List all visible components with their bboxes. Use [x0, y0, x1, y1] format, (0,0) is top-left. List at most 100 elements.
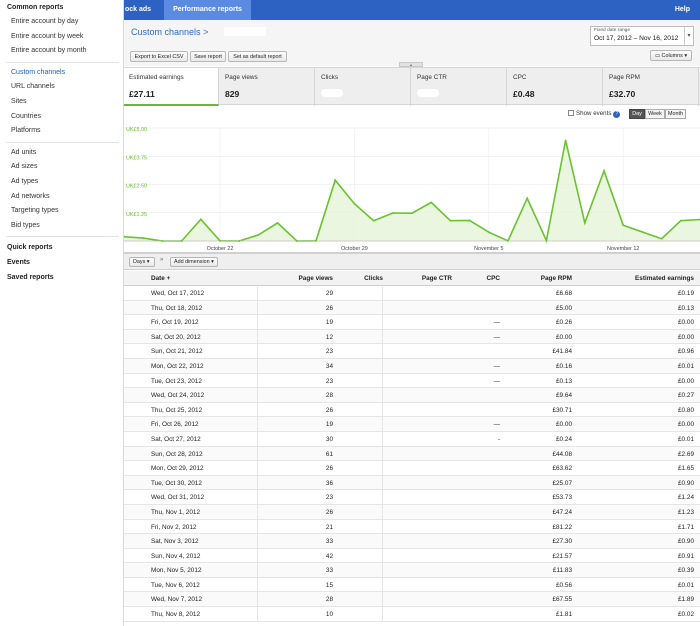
sidebar-item-ad-units[interactable]: Ad units — [11, 148, 37, 156]
help-icon[interactable]: ? — [613, 111, 621, 118]
data-point — [449, 219, 452, 222]
sidebar-item-entire-account-by-day[interactable]: Entire account by day — [11, 18, 79, 25]
sidebar-item-entire-account-by-week[interactable]: Entire account by week — [11, 32, 84, 40]
metric-card-page-views[interactable]: Page views 829 — [220, 68, 315, 106]
earnings-cell: £0.01 — [678, 435, 694, 443]
metric-card-page-rpm[interactable]: Page RPM £32.70 — [604, 68, 699, 106]
col-header-page-views[interactable]: Page views — [298, 275, 333, 282]
page-views-cell: 36 — [325, 479, 333, 487]
sidebar-saved-reports[interactable]: Saved reports — [7, 274, 54, 282]
earnings-cell: £0.00 — [678, 319, 694, 327]
sidebar-item-custom-channels[interactable]: Custom channels — [11, 68, 66, 76]
columns-button[interactable]: ▭ Columns ▾ — [650, 50, 692, 61]
page-rpm-cell: £0.00 — [556, 421, 572, 429]
sidebar-item-platforms[interactable]: Platforms — [11, 127, 41, 135]
column-divider — [257, 344, 258, 358]
page-views-cell: 10 — [325, 611, 333, 619]
column-divider — [257, 475, 258, 490]
export-csv-button[interactable]: Export to Excel CSV — [130, 51, 188, 62]
data-point — [124, 235, 125, 238]
data-point — [660, 237, 663, 240]
y-tick-label: UK£2.50 — [126, 184, 147, 190]
sidebar-item-ad-networks[interactable]: Ad networks — [11, 192, 50, 200]
cpc-cell: — — [493, 362, 500, 370]
column-divider — [382, 388, 383, 402]
sidebar-item-targeting-types[interactable]: Targeting types — [11, 207, 59, 215]
page-rpm-cell: £6.68 — [556, 290, 572, 297]
page-views-cell: 23 — [325, 348, 333, 356]
days-dropdown[interactable]: Days ▾ — [129, 257, 155, 267]
page-views-cell: 12 — [325, 333, 333, 341]
help-link[interactable]: Help — [674, 6, 690, 13]
show-events-toggle[interactable]: Show events? — [568, 110, 621, 118]
date-cell: Thu, Oct 18, 2012 — [151, 304, 203, 312]
add-dimension-dropdown[interactable]: Add dimension ▾ — [170, 257, 218, 267]
sidebar-section-common[interactable]: Common reports — [7, 4, 64, 11]
table-row: Thu, Oct 25, 2012 26 £30.71 £0.80 — [124, 402, 700, 418]
data-point — [545, 239, 548, 242]
data-point — [622, 224, 625, 227]
sidebar-quick-reports[interactable]: Quick reports — [7, 244, 53, 252]
granularity-week-button[interactable]: Week — [645, 109, 665, 119]
table-row: Sun, Nov 4, 2012 42 £21.57 £0.91 — [124, 548, 700, 564]
earnings-cell: £0.00 — [678, 377, 694, 385]
page-views-cell: 15 — [325, 581, 333, 589]
page-rpm-cell: £0.56 — [556, 581, 572, 589]
page-rpm-cell: £0.26 — [556, 319, 572, 327]
save-report-button[interactable]: Save report — [190, 51, 226, 62]
metric-card-cpc[interactable]: CPC £0.48 — [508, 68, 603, 106]
page-rpm-cell: £1.81 — [556, 611, 572, 619]
sidebar-item-countries[interactable]: Countries — [11, 112, 41, 120]
chevron-down-icon: ▾ — [209, 259, 214, 265]
col-header-page-rpm[interactable]: Page RPM — [540, 275, 572, 282]
earnings-cell: £1.24 — [678, 494, 694, 502]
sidebar-item-sites[interactable]: Sites — [11, 97, 27, 105]
metric-card-page-ctr[interactable]: Page CTR — [412, 68, 507, 106]
earnings-cell: £0.80 — [678, 406, 694, 414]
data-point — [507, 239, 509, 242]
set-default-report-button[interactable]: Set as default report — [228, 51, 287, 62]
granularity-month-button[interactable]: Month — [665, 109, 686, 119]
metric-label: Clicks — [321, 74, 339, 81]
collapse-chart-handle[interactable]: ▴ — [399, 62, 423, 67]
date-cell: Tue, Oct 23, 2012 — [151, 377, 202, 385]
column-divider — [257, 402, 258, 417]
metric-card-clicks[interactable]: Clicks — [316, 68, 411, 106]
granularity-day-button[interactable]: Day — [629, 109, 645, 119]
metric-card-estimated-earnings[interactable]: Estimated earnings £27.11 — [124, 68, 219, 106]
earnings-cell: £0.00 — [678, 421, 694, 429]
tab-performance-reports[interactable]: Performance reports — [164, 0, 251, 20]
sidebar-events[interactable]: Events — [7, 259, 30, 267]
col-header-page-ctr[interactable]: Page CTR — [421, 275, 452, 282]
sidebar-item-ad-sizes[interactable]: Ad sizes — [11, 163, 38, 171]
table-row: Sat, Nov 3, 2012 33 £27.30 £0.90 — [124, 534, 700, 549]
col-header-cpc[interactable]: CPC — [486, 275, 501, 282]
data-point — [353, 202, 356, 205]
sidebar-divider — [6, 61, 119, 63]
tab-stock-ads[interactable]: ock ads — [125, 6, 152, 13]
date-cell: Sat, Nov 3, 2012 — [151, 538, 199, 546]
table-row: Thu, Oct 18, 2012 26 £5.00 £0.13 — [124, 300, 700, 316]
earnings-cell: £0.01 — [678, 581, 694, 589]
page-rpm-cell: £44.08 — [552, 450, 572, 458]
cpc-cell: - — [497, 435, 500, 443]
show-events-checkbox[interactable] — [568, 110, 574, 117]
page-views-cell: 33 — [325, 538, 333, 546]
sidebar-item-entire-account-by-month[interactable]: Entire account by month — [11, 47, 87, 55]
col-header-earnings[interactable]: Estimated earnings — [635, 275, 694, 282]
sidebar-divider — [6, 141, 119, 143]
column-divider — [382, 344, 383, 358]
sidebar-item-url-channels[interactable]: URL channels — [11, 83, 55, 91]
sidebar-item-ad-types[interactable]: Ad types — [11, 177, 39, 185]
column-divider — [382, 315, 383, 329]
cpc-cell: — — [493, 319, 500, 327]
y-tick-label: UK£5.00 — [126, 127, 147, 133]
page-rpm-cell: £0.24 — [556, 435, 572, 443]
chevron-down-icon[interactable]: ▾ — [684, 27, 693, 45]
earnings-cell: £0.27 — [678, 392, 694, 400]
col-header-clicks[interactable]: Clicks — [364, 275, 383, 282]
date-range-picker[interactable]: Fixed date range Oct 17, 2012 – Nov 16, … — [590, 26, 694, 46]
col-header-date[interactable]: Date + — [151, 275, 170, 282]
sidebar-item-bid-types[interactable]: Bid types — [11, 221, 40, 229]
earnings-chart: UK£5.00 UK£3.75 UK£2.50 UK£1.25 October 22 Oc… — [124, 127, 700, 252]
